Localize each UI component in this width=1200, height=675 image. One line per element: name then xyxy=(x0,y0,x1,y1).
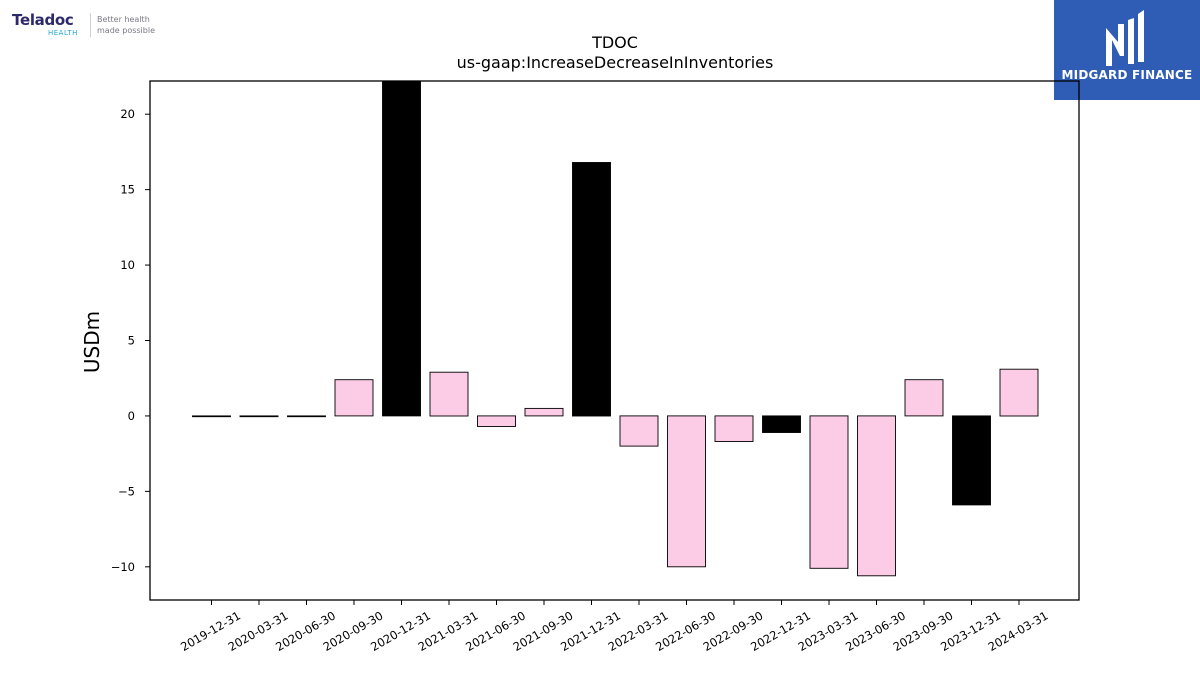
brand-divider xyxy=(90,13,91,37)
bar-2021-06-30 xyxy=(477,415,516,427)
teladoc-logo: Teladoc HEALTH Better health made possib… xyxy=(10,10,180,40)
midgard-emblem-icon xyxy=(1106,10,1144,66)
brand-name: Teladoc xyxy=(12,11,74,29)
bar-2022-12-31 xyxy=(762,415,801,433)
bar-2022-09-30 xyxy=(714,415,754,442)
chart-subtitle: us-gaap:IncreaseDecreaseInInventories xyxy=(457,53,774,72)
bar-2020-09-30 xyxy=(334,379,374,417)
bar-2021-03-31 xyxy=(429,371,469,417)
brand-sub: HEALTH xyxy=(48,29,78,37)
y-axis-label: USDm xyxy=(80,311,104,373)
bar-2020-03-31 xyxy=(239,415,279,418)
bar-2023-12-31 xyxy=(952,415,991,506)
brand-tagline-line2: made possible xyxy=(97,26,155,35)
bars-layer xyxy=(192,80,1039,577)
y-tick-label: 15 xyxy=(120,183,135,197)
bar-2020-12-31 xyxy=(382,80,421,417)
bar-2022-06-30 xyxy=(667,415,706,568)
midgard-finance-logo: MIDGARD FINANCE xyxy=(1054,0,1200,100)
bar-2021-09-30 xyxy=(524,407,564,417)
y-tick-label: 5 xyxy=(128,334,135,348)
y-tick-label: 0 xyxy=(128,409,135,423)
bar-2023-09-30 xyxy=(904,379,944,417)
midgard-finance-text: MIDGARD FINANCE xyxy=(1061,68,1193,82)
y-tick-label: 10 xyxy=(120,258,135,272)
bar-2022-03-31 xyxy=(619,415,659,447)
chart-title: TDOC xyxy=(591,33,638,52)
bar-2023-03-31 xyxy=(809,415,849,569)
brand-tagline-line1: Better health xyxy=(97,15,150,24)
bar-2019-12-31 xyxy=(192,415,231,418)
bar-2023-06-30 xyxy=(857,415,896,577)
bar-2024-03-31 xyxy=(999,368,1039,417)
plot-frame xyxy=(149,80,1080,601)
y-tick-label: −5 xyxy=(118,484,135,498)
y-tick-label: −10 xyxy=(111,560,135,574)
y-tick-label: 20 xyxy=(120,107,135,121)
bar-2020-06-30 xyxy=(287,415,326,418)
x-ticks: 2019-12-312020-03-312020-06-302020-09-30… xyxy=(178,600,1051,654)
bar-2021-12-31 xyxy=(572,162,611,417)
y-ticks: −10 −5 0 5 10 15 20 xyxy=(111,107,150,574)
